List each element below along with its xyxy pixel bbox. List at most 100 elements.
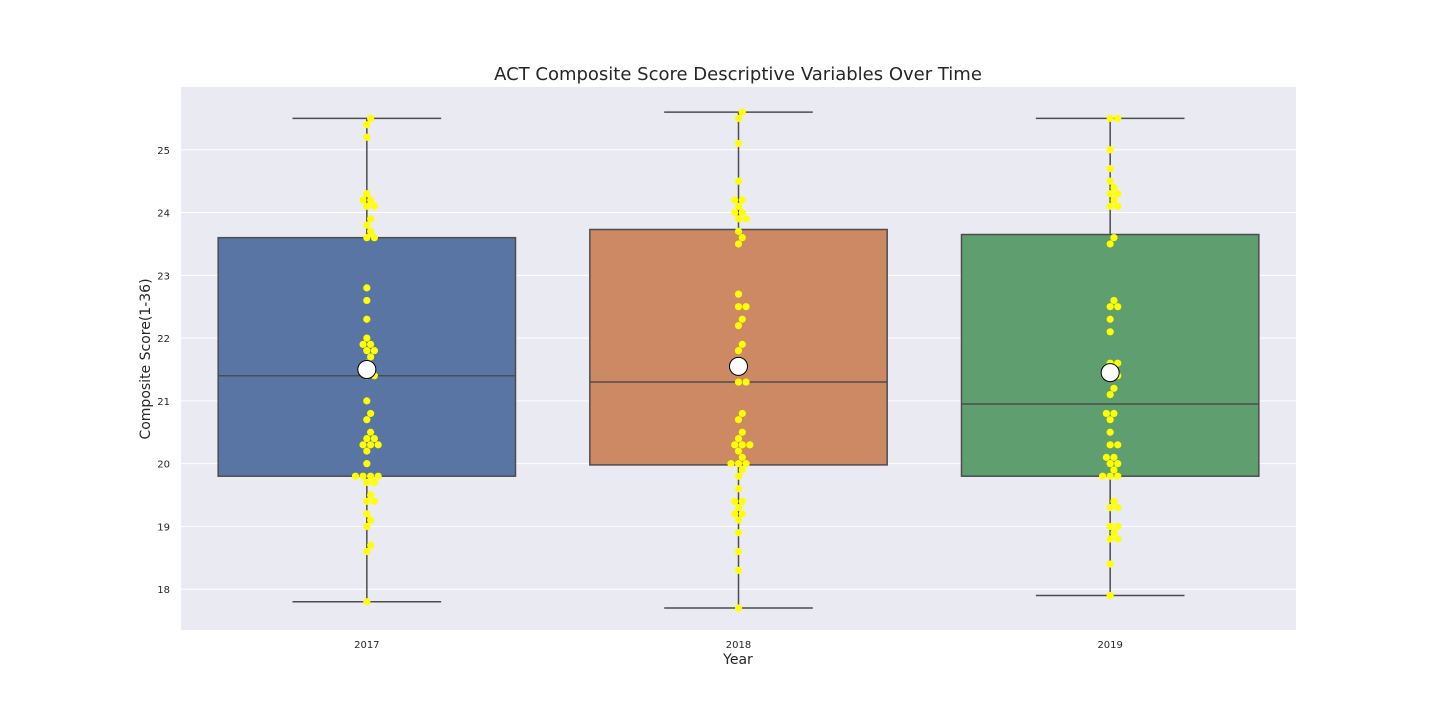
- point-2017-22: [367, 428, 375, 436]
- chart-title: ACT Composite Score Descriptive Variable…: [494, 64, 982, 85]
- point-2019-38: [1106, 202, 1114, 210]
- point-2019-14: [1106, 460, 1114, 468]
- point-2018-47: [734, 139, 743, 148]
- point-2019-9: [1110, 497, 1118, 505]
- point-2017-24: [367, 409, 375, 418]
- point-2019-7: [1106, 503, 1114, 512]
- point-2018-38: [734, 227, 743, 235]
- point-2018-21: [734, 434, 743, 443]
- point-2017-18: [359, 441, 367, 449]
- point-2018-13: [734, 460, 743, 468]
- point-2018-2: [734, 547, 743, 556]
- point-2017-40: [363, 234, 371, 242]
- point-2019-16: [1110, 453, 1118, 461]
- point-2019-15: [1114, 460, 1122, 468]
- point-2018-42: [731, 208, 739, 217]
- point-2017-8: [367, 491, 375, 499]
- point-2017-19: [374, 441, 382, 449]
- point-2017-7: [370, 497, 378, 505]
- point-2019-36: [1106, 240, 1114, 248]
- point-2018-29: [734, 347, 743, 355]
- box-2018: [589, 111, 888, 609]
- x-tick-label-2019: 2019: [1097, 640, 1122, 651]
- point-2017-35: [359, 340, 367, 348]
- point-2017-32: [363, 347, 371, 355]
- point-2018-26: [742, 378, 750, 386]
- point-2019-8: [1114, 503, 1122, 512]
- point-2019-23: [1102, 409, 1110, 418]
- point-2018-12: [738, 466, 746, 474]
- point-2018-37: [738, 234, 746, 242]
- point-2017-5: [363, 510, 371, 518]
- point-2017-42: [367, 227, 375, 235]
- point-2018-19: [731, 441, 739, 449]
- y-axis-label: Composite Score(1-36): [138, 278, 154, 439]
- point-2019-32: [1106, 315, 1114, 323]
- point-2019-13: [1110, 466, 1118, 474]
- point-2019-10: [1106, 472, 1114, 480]
- point-2017-15: [363, 460, 371, 468]
- point-2017-16: [363, 447, 371, 455]
- y-tick-label-24: 24: [157, 209, 170, 220]
- point-2017-2: [367, 541, 375, 549]
- point-2017-31: [367, 353, 375, 361]
- point-2018-15: [727, 460, 735, 468]
- point-2017-3: [363, 522, 371, 531]
- point-2019-3: [1114, 535, 1122, 543]
- point-2019-12: [1099, 472, 1107, 480]
- point-2018-6: [731, 510, 739, 518]
- point-2018-16: [738, 453, 746, 461]
- x-tick-label-2018: 2018: [726, 640, 751, 651]
- point-2017-50: [363, 133, 371, 141]
- point-2017-21: [370, 434, 378, 443]
- point-2019-48: [1114, 114, 1122, 122]
- point-2018-24: [738, 409, 746, 418]
- point-2018-0: [734, 604, 743, 612]
- point-2017-49: [363, 190, 371, 198]
- point-2018-23: [734, 416, 743, 424]
- y-tick-label-18: 18: [157, 585, 170, 596]
- point-2017-38: [363, 296, 371, 305]
- point-2019-39: [1114, 202, 1122, 210]
- point-2017-48: [359, 196, 367, 204]
- point-2018-20: [746, 441, 754, 449]
- mean-marker-2017: [357, 359, 377, 379]
- point-2018-44: [738, 196, 746, 204]
- point-2019-6: [1114, 522, 1122, 531]
- y-tick-label-23: 23: [157, 271, 170, 282]
- point-2017-39: [363, 284, 371, 292]
- point-2019-19: [1114, 441, 1122, 449]
- point-2017-14: [351, 472, 360, 480]
- point-2018-48: [734, 114, 743, 122]
- y-axis-ticks: 18 19 20 21 22 23 24 25: [157, 146, 170, 596]
- point-2019-37: [1110, 234, 1118, 242]
- point-2018-14: [742, 460, 750, 468]
- point-2018-25: [734, 378, 743, 386]
- point-2018-49: [738, 108, 746, 116]
- y-tick-label-22: 22: [157, 334, 170, 345]
- point-2017-46: [370, 202, 378, 210]
- point-2018-36: [734, 240, 743, 248]
- point-2017-4: [367, 516, 375, 524]
- point-2018-34: [742, 303, 750, 311]
- point-2017-17: [367, 441, 375, 449]
- point-2018-10: [734, 485, 743, 493]
- point-2019-20: [1106, 428, 1114, 436]
- mean-markers: [357, 356, 1120, 383]
- point-2017-47: [367, 196, 375, 204]
- point-2019-46: [1106, 146, 1114, 154]
- point-2018-11: [734, 472, 743, 480]
- point-2019-43: [1110, 183, 1118, 192]
- point-2019-45: [1106, 165, 1114, 173]
- point-2018-9: [731, 497, 739, 505]
- point-2017-36: [363, 334, 371, 342]
- point-2019-5: [1106, 522, 1114, 531]
- point-2017-1: [363, 547, 371, 556]
- point-2018-39: [734, 215, 743, 223]
- point-2017-9: [363, 478, 371, 487]
- point-2018-41: [738, 208, 746, 217]
- point-2017-51: [363, 121, 371, 129]
- point-2017-20: [363, 434, 371, 443]
- y-tick-label-20: 20: [157, 460, 170, 471]
